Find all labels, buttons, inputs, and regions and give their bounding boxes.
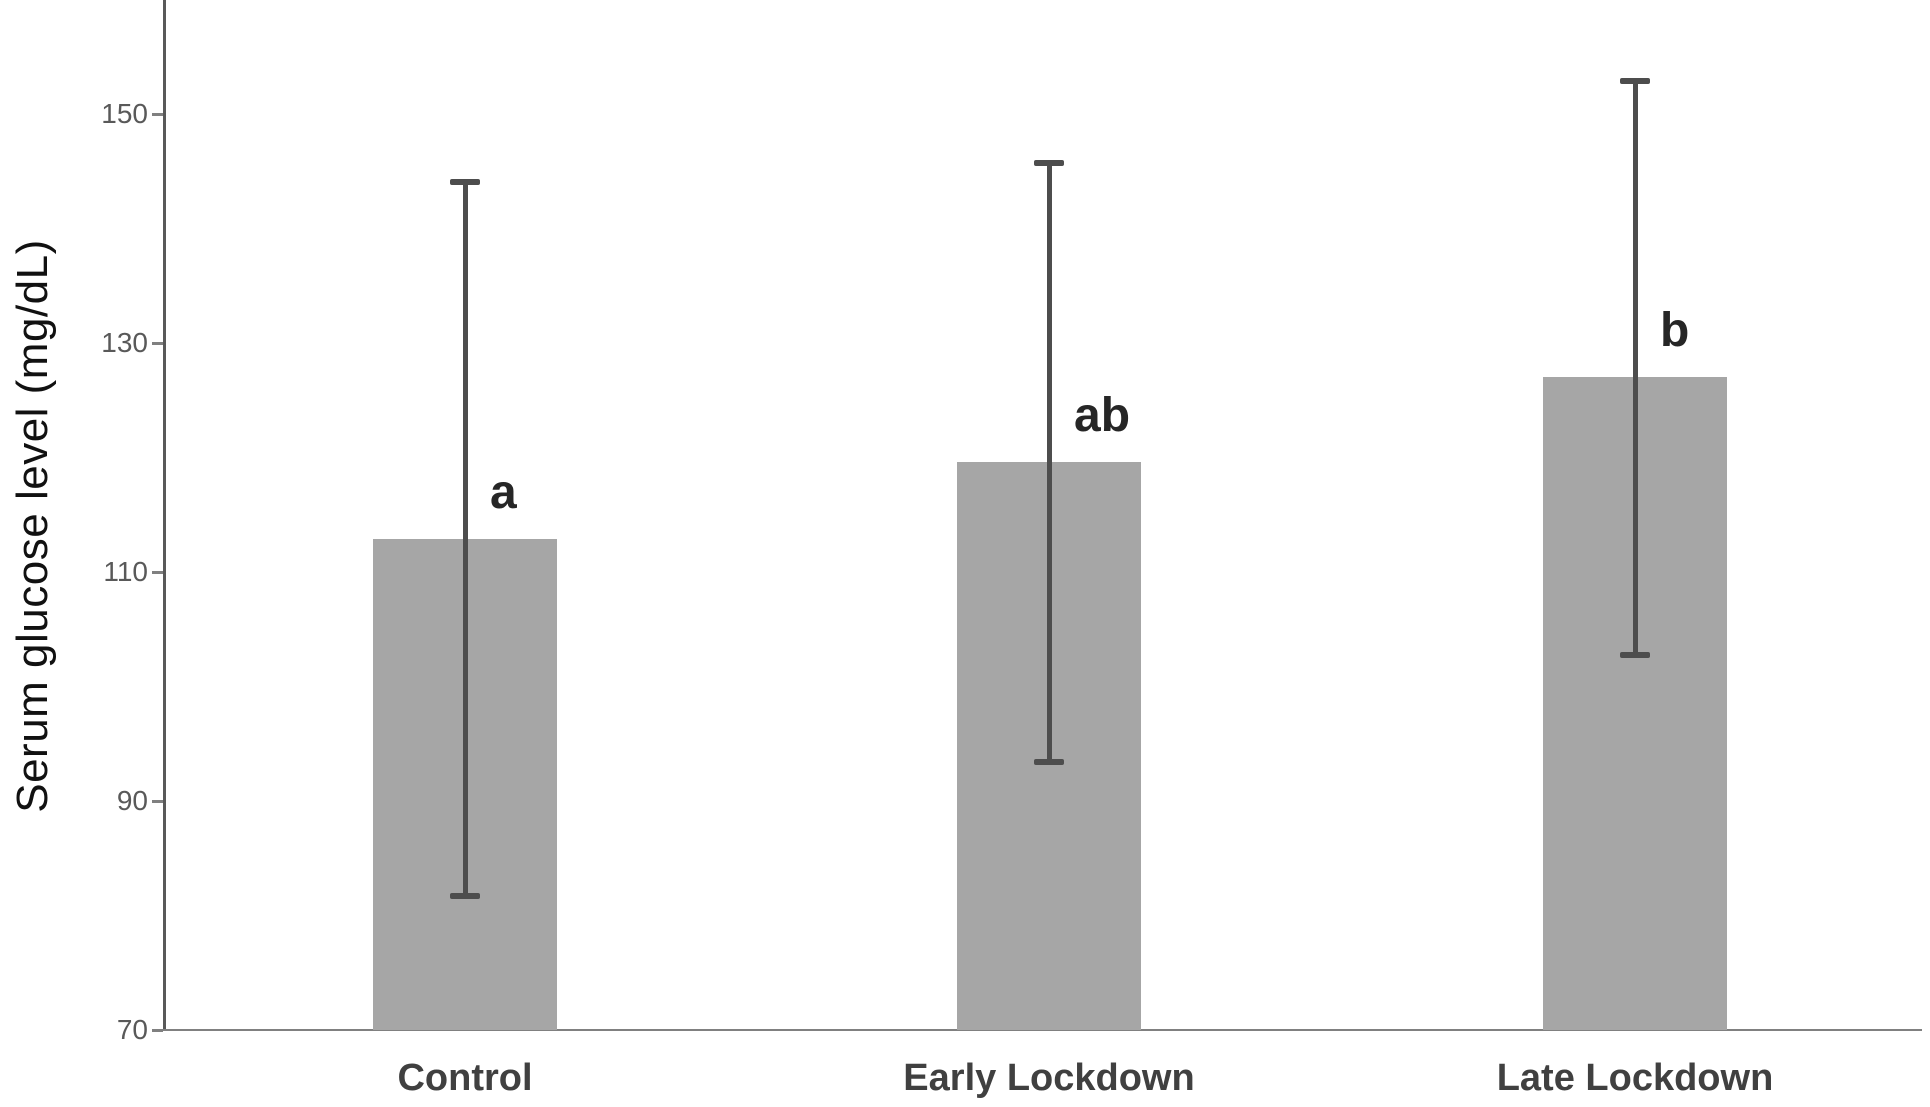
significance-letter: b [1660, 304, 1690, 357]
y-axis-tick [152, 800, 163, 803]
x-category-label: Late Lockdown [1496, 1057, 1774, 1099]
error-bar-cap-bottom [1034, 759, 1064, 765]
y-axis-tick-label: 70 [116, 1014, 148, 1045]
error-bar-line [1633, 81, 1638, 655]
error-bar-cap-top [450, 179, 480, 185]
y-axis-tick-label: 150 [101, 98, 148, 129]
x-category-label: Control [397, 1057, 533, 1099]
error-bar-cap-top [1034, 160, 1064, 166]
significance-letter: a [490, 466, 517, 519]
error-bar-line [463, 182, 468, 896]
x-axis-line [163, 1029, 1922, 1031]
y-axis-tick-label: 130 [101, 327, 148, 358]
significance-letter: ab [1074, 389, 1131, 442]
error-bar-cap-bottom [450, 893, 480, 899]
error-bar-cap-top [1620, 78, 1650, 84]
y-axis-tick [152, 1029, 163, 1032]
y-axis-tick [152, 342, 163, 345]
y-axis-tick-label: 110 [103, 556, 148, 587]
y-axis-tick [152, 113, 163, 116]
error-bar-line [1047, 163, 1052, 762]
y-axis-line [163, 0, 166, 1030]
error-bar-cap-bottom [1620, 652, 1650, 658]
y-axis-tick [152, 571, 163, 574]
y-axis-tick-label: 90 [116, 785, 148, 816]
x-category-label: Early Lockdown [903, 1057, 1195, 1099]
